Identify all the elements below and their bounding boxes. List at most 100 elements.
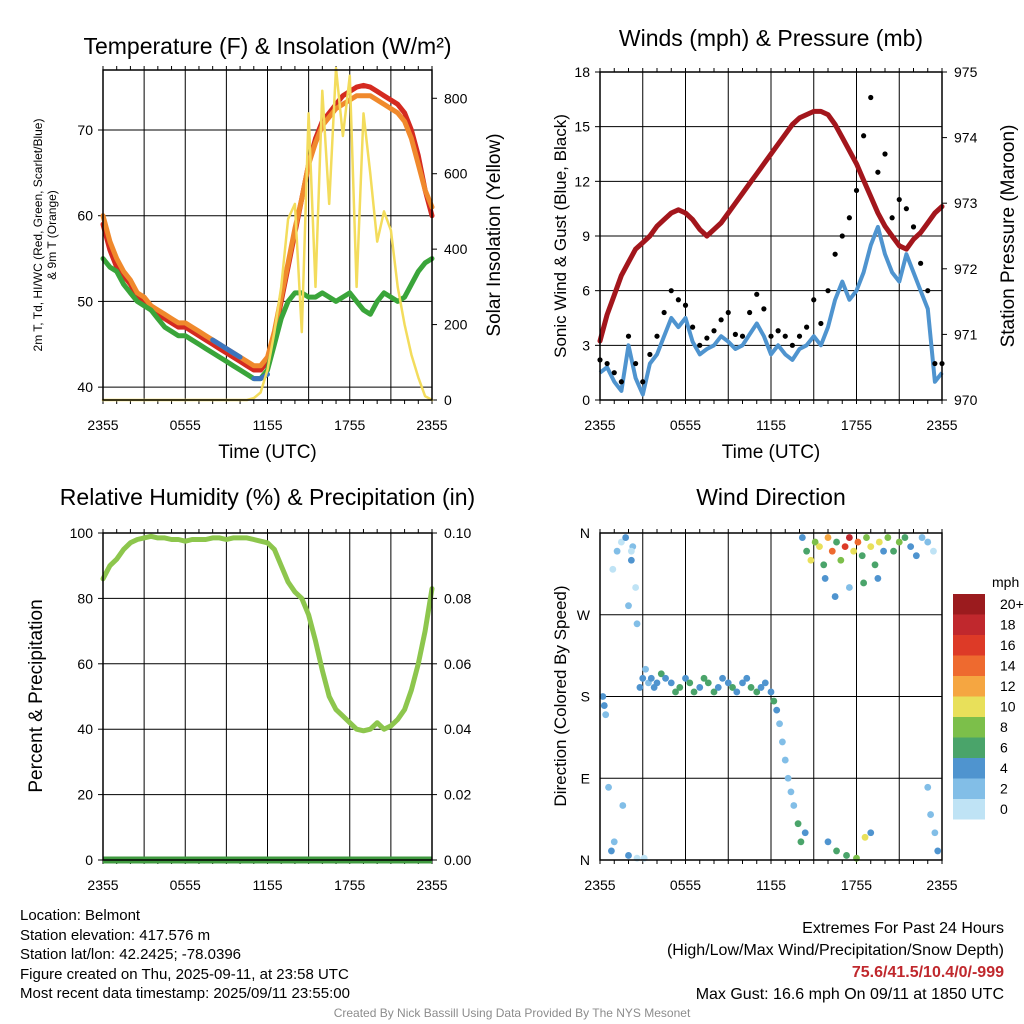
legend-label: 16: [1000, 637, 1016, 653]
direction-point: [833, 538, 840, 546]
plot-border: [599, 532, 943, 861]
y-tick-label: 50: [77, 293, 93, 309]
station-latlon: Station lat/lon: 42.2425; -78.0396: [20, 946, 242, 963]
y2-tick-label: 600: [444, 166, 468, 182]
legend-label: 8: [1000, 719, 1008, 735]
direction-point: [609, 565, 617, 573]
x-tick-label: 1755: [841, 877, 872, 893]
y-tick-label: 100: [70, 525, 94, 541]
direction-point: [874, 575, 882, 582]
station-elevation: Station elevation: 417.576 m: [20, 926, 211, 944]
direction-point: [613, 547, 621, 555]
direction-point: [841, 543, 849, 551]
direction-point: [781, 756, 789, 764]
extremes-values: 75.6/41.5/10.4/0/-999: [851, 964, 1004, 981]
direction-point: [647, 674, 655, 682]
direction-point: [924, 783, 932, 791]
legend-label: 20+: [1000, 596, 1024, 612]
direction-point: [605, 783, 612, 791]
direction-point: [610, 838, 618, 846]
direction-point: [733, 688, 741, 696]
direction-point: [931, 829, 939, 837]
gust-point: [925, 288, 931, 294]
gust-point: [932, 360, 938, 367]
gust-point: [775, 328, 781, 334]
direction-point: [820, 561, 828, 569]
direction-point: [753, 688, 761, 696]
direction-point: [875, 538, 883, 546]
direction-point: [833, 847, 840, 855]
y-axis-title: Sonic Wind & Gust (Blue, Black): [551, 114, 570, 358]
series-line-relative-humidity: [100, 533, 435, 734]
chart-title: Relative Humidity (%) & Precipitation (i…: [60, 484, 475, 510]
direction-point: [884, 534, 892, 541]
direction-point: [807, 556, 815, 564]
direction-point: [686, 679, 694, 687]
direction-point: [934, 847, 942, 855]
y2-tick-label: 0.02: [444, 787, 471, 803]
gust-point: [675, 297, 681, 303]
x-axis-title: Time (UTC): [218, 442, 317, 463]
direction-point: [811, 538, 819, 546]
gust-point: [804, 324, 810, 330]
direction-point: [779, 738, 786, 746]
x-tick-label: 1155: [252, 877, 282, 893]
gust-point: [853, 187, 860, 194]
x-tick-label: 0555: [170, 417, 201, 433]
gust-point: [754, 291, 760, 297]
direction-point: [627, 556, 635, 564]
gust-point: [846, 215, 852, 221]
y-axis-title-line-2: & 9m T (Orange): [45, 190, 59, 280]
x-tick-label: 2355: [584, 417, 615, 433]
y2-tick-label: 0.10: [444, 525, 471, 541]
y2-tick-label: 973: [954, 195, 978, 211]
legend-label: 10: [1000, 699, 1016, 715]
panel-3: 2355 0555 1155 1755 2355 Relative Humidity (%…: [26, 484, 475, 893]
plot-border: [599, 71, 943, 401]
direction-point: [682, 674, 689, 682]
gust-point: [896, 196, 902, 203]
direction-point: [773, 706, 781, 714]
direction-point: [861, 833, 869, 841]
y-tick-label: 20: [77, 787, 93, 803]
y-axis-title-line-1: 2m T, Td, HI/WC (Red, Green, Scarlet/Blu…: [31, 119, 45, 352]
direction-point: [895, 538, 903, 546]
direction-point: [930, 547, 937, 555]
direction-point: [739, 679, 746, 687]
y-tick-label: 0: [85, 852, 93, 868]
x-tick-label: 0555: [670, 877, 701, 893]
gust-point: [668, 288, 674, 294]
direction-point: [867, 829, 875, 837]
y2-tick-label: 0.08: [444, 590, 471, 606]
x-tick-label: 1755: [334, 417, 365, 433]
x-axis-title: Time (UTC): [722, 442, 821, 463]
legend-label: 6: [1000, 740, 1008, 756]
direction-point: [627, 547, 635, 555]
gust-point: [796, 333, 803, 339]
direction-point: [798, 534, 806, 541]
legend-swatch: [953, 799, 985, 820]
direction-point: [757, 684, 765, 691]
direction-point: [632, 584, 640, 591]
gust-point: [918, 260, 924, 266]
gust-point: [839, 233, 845, 239]
gust-point: [910, 224, 917, 230]
legend-swatch: [953, 635, 985, 656]
direction-point: [784, 774, 792, 782]
direction-point: [770, 697, 778, 705]
y-tick-label: 15: [574, 119, 590, 135]
y-tick-label: W: [577, 607, 591, 623]
y2-axis-title: Station Pressure (Maroon): [998, 125, 1019, 348]
direction-point: [816, 543, 823, 551]
x-tick-label: 1155: [756, 877, 786, 893]
direction-point: [890, 547, 897, 555]
gust-point: [725, 309, 731, 316]
gust-point: [661, 309, 667, 316]
x-tick-label: 0555: [670, 417, 701, 433]
figure-created: Figure created on Thu, 2025-09-11, at 23…: [20, 965, 349, 983]
x-tick-label: 1755: [334, 877, 365, 893]
panel-4: 2355 0555 1155 1755 2355 Wind Direction N E S W N D…: [551, 484, 1024, 893]
y2-tick-label: 0.00: [444, 852, 471, 868]
series-line-station-pressure: [597, 108, 945, 344]
